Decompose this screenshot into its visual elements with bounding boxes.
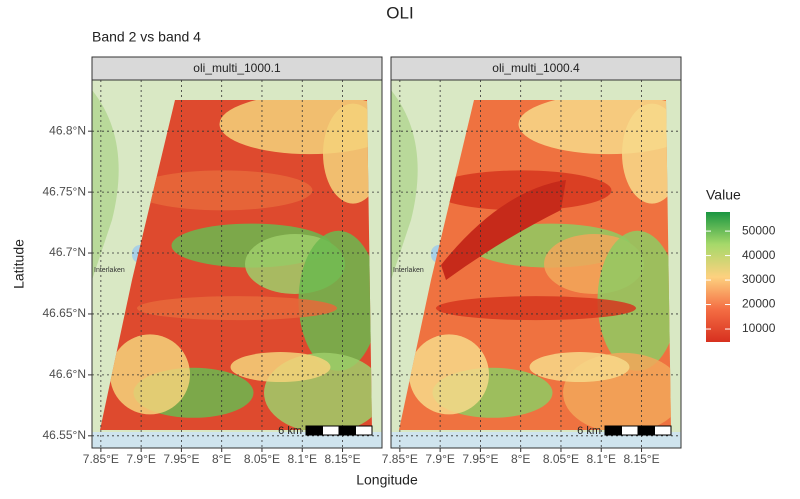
- raster: [399, 100, 671, 430]
- x-tick-label: 7.95°E: [462, 452, 498, 466]
- scale-bar-segment: [355, 425, 373, 436]
- scale-bar-label: 6 km: [577, 425, 601, 437]
- raster-patch: [409, 334, 489, 415]
- basemap-terrain: [92, 90, 119, 280]
- raster-patch: [529, 352, 630, 383]
- y-tick-label: 46.55°N: [43, 428, 87, 442]
- legend-tick-label: 30000: [742, 272, 776, 286]
- basemap-water: [92, 432, 382, 448]
- x-tick-label: 8.05°E: [244, 452, 280, 466]
- x-tick-label: 8°E: [511, 452, 530, 466]
- y-axis-label: Latitude: [11, 239, 27, 289]
- facet-strip: [390, 56, 682, 81]
- x-tick-label: 8.1°E: [587, 452, 616, 466]
- colorbar: [706, 212, 730, 342]
- y-tick-label: 46.65°N: [43, 306, 87, 320]
- raster-patch: [298, 230, 372, 371]
- basemap-terrain: [391, 90, 418, 280]
- scale-bar-segment: [305, 425, 323, 436]
- map-label: Interlaken: [94, 267, 125, 274]
- x-tick-label: 7.95°E: [163, 452, 199, 466]
- legend-tick-label: 40000: [742, 248, 776, 262]
- x-tick-label: 8.15°E: [324, 452, 360, 466]
- raster-patch: [137, 296, 337, 321]
- facet-title: oli_multi_1000.4: [492, 61, 580, 75]
- y-tick-label: 46.8°N: [49, 123, 86, 137]
- raster: [100, 100, 372, 430]
- y-tick-label: 46.7°N: [49, 245, 86, 259]
- x-tick-label: 7.9°E: [425, 452, 454, 466]
- raster-patch: [110, 334, 190, 415]
- x-tick-label: 8.15°E: [623, 452, 659, 466]
- raster-patch: [132, 170, 313, 211]
- legend-tick-label: 20000: [742, 297, 776, 311]
- scale-bar-segment: [637, 425, 655, 436]
- chart-subtitle: Band 2 vs band 4: [92, 29, 201, 45]
- x-tick-label: 7.85°E: [83, 452, 119, 466]
- legend-tick-label: 50000: [742, 223, 776, 237]
- raster-patch: [230, 352, 331, 383]
- legend-title: Value: [706, 187, 741, 203]
- raster-lake: [441, 180, 566, 280]
- x-tick-label: 8.05°E: [543, 452, 579, 466]
- legend-tick-label: 10000: [742, 321, 776, 335]
- x-tick-label: 8.1°E: [288, 452, 317, 466]
- x-tick-label: 7.9°E: [126, 452, 155, 466]
- x-tick-label: 7.85°E: [382, 452, 418, 466]
- scale-bar-segment: [604, 425, 622, 436]
- scale-bar-segment: [654, 425, 672, 436]
- raster-patch: [597, 230, 671, 371]
- basemap-water: [391, 432, 681, 448]
- chart-title: OLI: [386, 3, 413, 22]
- scale-bar-segment: [322, 425, 340, 436]
- facet-strip: [91, 56, 383, 81]
- facet-title: oli_multi_1000.1: [193, 61, 281, 75]
- scale-bar-label: 6 km: [278, 425, 302, 437]
- raster-patch: [431, 170, 612, 211]
- y-tick-label: 46.75°N: [43, 184, 87, 198]
- y-tick-label: 46.6°N: [49, 367, 86, 381]
- map-label: Interlaken: [393, 267, 424, 274]
- x-axis-label: Longitude: [356, 472, 418, 488]
- raster-patch: [436, 296, 636, 321]
- x-tick-label: 8°E: [212, 452, 231, 466]
- scale-bar-segment: [338, 425, 356, 436]
- scale-bar-segment: [621, 425, 639, 436]
